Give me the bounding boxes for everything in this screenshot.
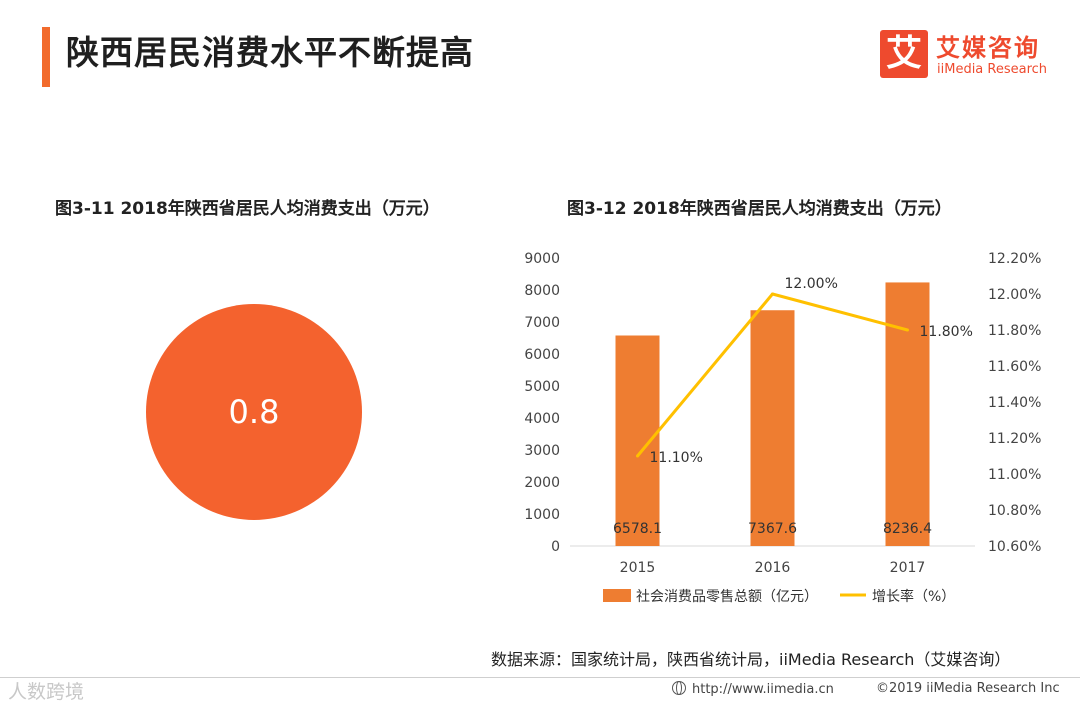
legend-label-retail-sales: 社会消费品零售总额（亿元） [636, 589, 818, 605]
footer-url-text: http://www.iimedia.cn [692, 682, 834, 697]
y-left-tick-label: 3000 [524, 443, 560, 459]
y-left-tick-label: 0 [551, 539, 560, 555]
x-tick-label: 2017 [890, 560, 926, 576]
y-left-tick-label: 5000 [524, 379, 560, 395]
growth-rate-label: 11.80% [920, 324, 973, 340]
bar-value-label: 8236.4 [883, 521, 932, 537]
page-title: 陕西居民消费水平不断提高 [66, 33, 474, 72]
bar-value-label: 6578.1 [613, 521, 662, 537]
logo-name-cn: 艾媒咨询 [936, 34, 1040, 62]
y-left-tick-label: 2000 [524, 475, 560, 491]
y-right-tick-label: 11.80% [988, 323, 1041, 339]
growth-rate-point-2016 [771, 292, 774, 296]
growth-rate-point-2015 [636, 454, 639, 458]
figure2-title: 图3-12 2018年陕西省居民人均消费支出（万元） [567, 199, 952, 219]
y-right-tick-label: 11.00% [988, 467, 1041, 483]
x-tick-label: 2015 [620, 560, 656, 576]
growth-rate-point-2017 [906, 328, 909, 332]
y-right-tick-label: 11.60% [988, 359, 1041, 375]
y-right-tick-label: 11.20% [988, 431, 1041, 447]
growth-rate-label: 11.10% [650, 450, 703, 466]
footer-copyright: ©2019 iiMedia Research Inc [876, 681, 1060, 696]
per-capita-spending-circle: 0.8 [146, 304, 362, 520]
logo-mark: 艾 [880, 30, 928, 78]
y-right-tick-label: 10.80% [988, 503, 1041, 519]
brand-logo: 艾 艾媒咨询 iiMedia Research [880, 30, 1058, 84]
data-source: 数据来源：国家统计局，陕西省统计局，iiMedia Research（艾媒咨询） [491, 650, 1011, 669]
bar-2016 [750, 310, 795, 546]
y-left-tick-label: 8000 [524, 283, 560, 299]
legend-label-growth-rate: 增长率（%） [872, 588, 955, 605]
bar-value-label: 7367.6 [748, 521, 797, 537]
logo-name-en: iiMedia Research [937, 62, 1048, 77]
figure1-title: 图3-11 2018年陕西省居民人均消费支出（万元） [55, 199, 440, 219]
globe-icon [672, 681, 686, 695]
y-left-tick-label: 6000 [524, 347, 560, 363]
y-right-tick-label: 12.00% [988, 287, 1041, 303]
y-left-tick-label: 9000 [524, 251, 560, 267]
legend-swatch-retail-sales [603, 589, 631, 602]
y-left-tick-label: 4000 [524, 411, 560, 427]
y-left-tick-label: 7000 [524, 315, 560, 331]
y-right-tick-label: 12.20% [988, 251, 1041, 267]
bar-2017 [885, 282, 930, 546]
footer-watermark: 人数跨境 [8, 681, 85, 703]
per-capita-spending-value: 0.8 [228, 393, 280, 431]
footer-divider [0, 677, 1080, 678]
growth-rate-label: 12.00% [785, 276, 838, 292]
y-right-tick-label: 10.60% [988, 539, 1041, 555]
retail-sales-chart: 0 1000 2000 3000 4000 5000 6000 7000 8000 9000 10.… [524, 251, 1041, 605]
x-tick-label: 2016 [755, 560, 791, 576]
footer-url: http://www.iimedia.cn [672, 681, 834, 697]
title-accent-bar [42, 27, 50, 87]
bar-2015 [615, 335, 660, 546]
y-right-tick-label: 11.40% [988, 395, 1041, 411]
y-left-tick-label: 1000 [524, 507, 560, 523]
